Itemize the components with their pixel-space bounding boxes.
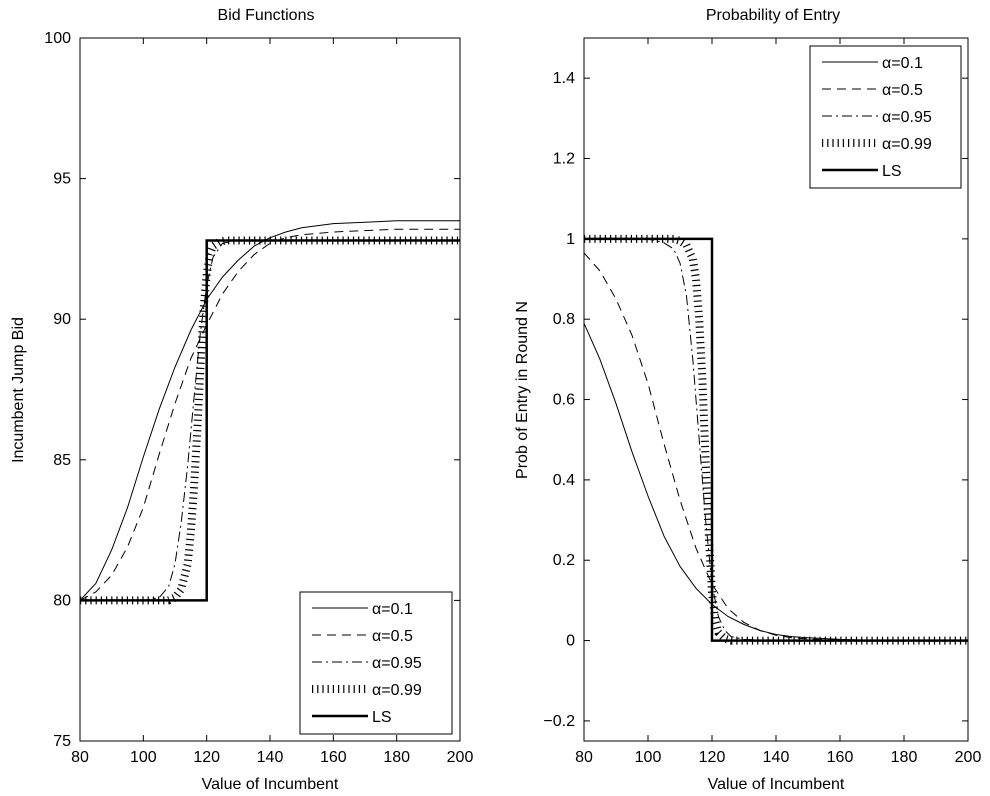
x-tick-label: 200 — [447, 749, 474, 766]
bid-functions-chart: Bid Functions 80 100 120 140 160 180 200758085… — [10, 7, 473, 793]
series--0-95-line — [584, 238, 968, 642]
legend: α=0.1 α=0.5 α=0.95 α=0.99 LS — [809, 45, 962, 189]
legend-label: LS — [882, 163, 902, 180]
series--0-5-line — [583, 252, 968, 642]
legend-box — [299, 591, 453, 735]
legend-label: α=0.99 — [882, 136, 932, 153]
x-axis-label: Value of Incumbent — [708, 776, 845, 793]
x-tick-label: 140 — [763, 749, 790, 766]
series--0-99-line — [80, 236, 460, 605]
x-tick-label: 100 — [130, 749, 157, 766]
series--0-95-line — [80, 240, 460, 601]
y-axis-label: Incumbent Jump Bid — [10, 317, 27, 463]
y-tick-label: 80 — [53, 592, 71, 609]
x-tick-label: 160 — [827, 749, 854, 766]
x-tick-label: 160 — [320, 749, 347, 766]
series--0-1-line — [79, 220, 460, 601]
x-tick-label: 120 — [699, 749, 726, 766]
legend-label: α=0.99 — [372, 682, 422, 699]
y-tick-label: 1 — [566, 231, 575, 248]
probability-of-entry-chart: Probability of Entry 80 100 120 140 160 180 20… — [514, 7, 981, 793]
y-tick-label: 1.2 — [553, 151, 575, 168]
chart-title: Bid Functions — [218, 7, 315, 24]
series--0-1-line — [583, 322, 968, 642]
x-tick-label: 100 — [635, 749, 662, 766]
y-tick-label: 95 — [53, 171, 71, 188]
y-tick-label: −0.2 — [543, 713, 575, 730]
legend-box — [809, 45, 962, 189]
y-tick-label: 1.4 — [553, 70, 575, 87]
y-tick-label: 0.6 — [553, 392, 575, 409]
x-tick-label: 200 — [955, 749, 982, 766]
y-tick-label: 75 — [53, 733, 71, 750]
series-ls-line — [80, 239, 460, 602]
legend-label: α=0.1 — [882, 55, 923, 72]
y-tick-label: 0 — [566, 633, 575, 650]
y-tick-label: 90 — [53, 311, 71, 328]
x-tick-label: 180 — [383, 749, 410, 766]
series--0-99-line — [584, 234, 968, 645]
x-tick-label: 80 — [575, 749, 593, 766]
y-tick-label: 0.2 — [553, 552, 575, 569]
legend-label: α=0.95 — [372, 655, 422, 672]
x-tick-label: 80 — [71, 749, 89, 766]
x-tick-label: 180 — [891, 749, 918, 766]
x-tick-label: 140 — [257, 749, 284, 766]
legend-label: α=0.5 — [882, 82, 923, 99]
legend-label: α=0.5 — [372, 628, 413, 645]
legend-label: LS — [372, 709, 392, 726]
series--0-5-line — [79, 228, 460, 601]
legend-label: α=0.95 — [882, 109, 932, 126]
x-tick-label: 120 — [193, 749, 220, 766]
legend: α=0.1 α=0.5 α=0.95 α=0.99 LS — [299, 591, 453, 735]
chart-title: Probability of Entry — [706, 7, 840, 24]
y-tick-label: 0.8 — [553, 311, 575, 328]
series-ls-line — [584, 237, 968, 642]
y-axis-label: Prob of Entry in Round N — [514, 301, 531, 479]
y-tick-label: 0.4 — [553, 472, 575, 489]
legend-label: α=0.1 — [372, 601, 413, 618]
x-axis-label: Value of Incumbent — [202, 776, 339, 793]
y-tick-label: 100 — [44, 30, 71, 47]
y-tick-label: 85 — [53, 452, 71, 469]
